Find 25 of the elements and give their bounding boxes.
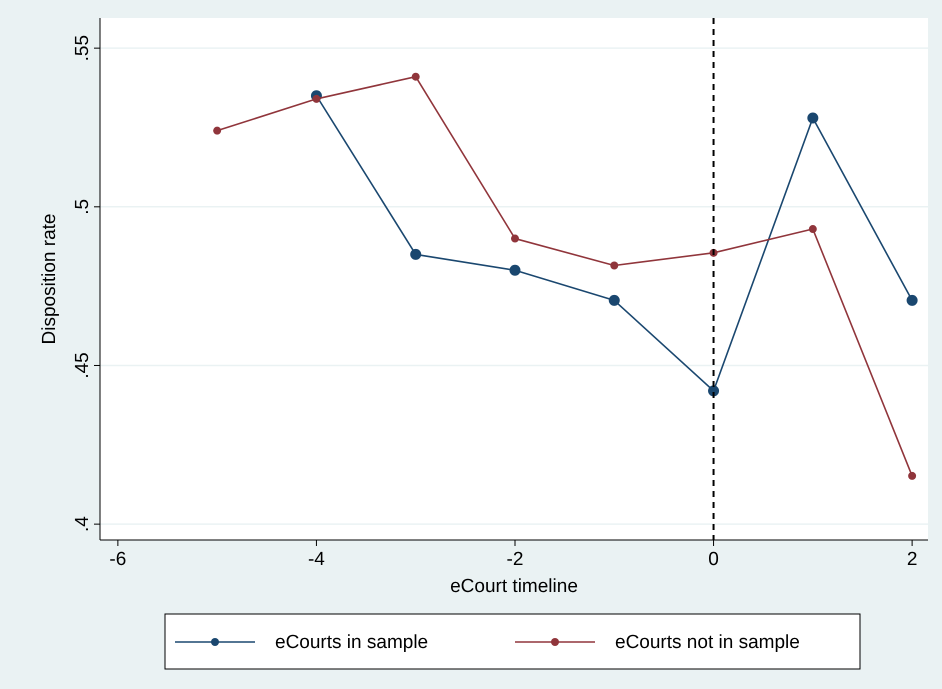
y-tick-label: .5 — [72, 198, 93, 215]
x-tick-label: 0 — [708, 549, 719, 570]
point — [808, 225, 817, 234]
x-tick-label: 2 — [906, 549, 918, 570]
x-tick-label: -2 — [506, 549, 524, 570]
x-tick-label: -4 — [308, 549, 326, 570]
x-tick-label: -6 — [109, 549, 126, 570]
y-axis-title: Disposition rate — [39, 214, 60, 344]
point — [410, 248, 422, 260]
point — [906, 294, 918, 306]
point — [610, 262, 618, 270]
y-tick-label: .45 — [72, 352, 93, 379]
point — [608, 294, 620, 306]
point — [312, 94, 320, 103]
x-axis-title: eCourt timeline — [450, 576, 578, 597]
point — [807, 112, 818, 124]
point — [412, 72, 420, 81]
point — [509, 264, 520, 276]
point — [908, 472, 916, 480]
point — [510, 234, 519, 243]
y-tick-label: .55 — [72, 34, 93, 62]
legend-label: eCourts not in sample — [615, 632, 800, 653]
y-tick-label: .4 — [72, 516, 93, 532]
legend-label: eCourts in sample — [275, 632, 428, 653]
point — [213, 126, 222, 135]
